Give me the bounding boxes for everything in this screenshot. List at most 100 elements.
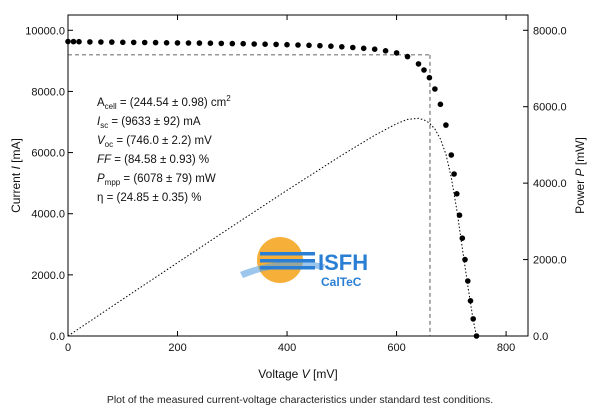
iv-data-point: [130, 39, 137, 46]
annotation-value: = (9633 ± 92) mA: [108, 116, 201, 128]
iv-data-point: [273, 41, 279, 48]
isfh-caltec-logo: ISFH CalTeC: [240, 237, 368, 289]
annotation-line: Voc = (746.0 ± 2.2) mV: [97, 135, 212, 149]
annotation-value: = (6078 ± 79) mW: [120, 173, 216, 185]
iv-data-point: [295, 42, 301, 48]
iv-data-point: [229, 40, 236, 47]
iv-data-point: [207, 40, 214, 46]
annotation-symbol: I: [97, 116, 101, 128]
iv-data-point: [415, 61, 422, 67]
right-y-axis-label: Power P [mW]: [573, 137, 587, 214]
axis-label-part: V: [302, 367, 311, 381]
axis-label-part: I: [9, 166, 23, 170]
annotation-value: = (24.85 ± 0.35) %: [103, 192, 201, 204]
iv-data-point: [339, 44, 345, 50]
logo-stripe-icon: [260, 252, 315, 256]
annotation-value: = (746.0 ± 2.2) mV: [113, 135, 212, 147]
x-tick-label: 600: [387, 342, 405, 354]
iv-data-point: [317, 42, 323, 49]
iv-data-point: [443, 122, 449, 128]
left-y-tick-label: 2000.0: [31, 270, 65, 282]
annotation-superscript: 2: [226, 94, 231, 103]
iv-data-point: [473, 333, 480, 339]
mpp-dashed-lines: [68, 54, 431, 336]
iv-data-point: [360, 45, 367, 52]
iv-data-point: [120, 39, 126, 46]
annotation-symbol: V: [97, 135, 106, 147]
annotation-subscript: sc: [100, 121, 108, 130]
annotation-symbol: FF: [97, 154, 112, 166]
iv-data-point: [284, 41, 290, 48]
iv-data-point: [174, 40, 181, 46]
left-y-tick-label: 6000.0: [31, 148, 65, 160]
iv-data-point: [196, 40, 203, 46]
iv-data-point: [467, 298, 474, 304]
left-y-tick-label: 4000.0: [31, 209, 65, 221]
x-tick-label: 200: [168, 342, 186, 354]
annotation-value: = (244.54 ± 0.98) cm: [117, 97, 227, 109]
iv-data-point: [76, 38, 82, 45]
axis-label-part: Voltage: [258, 367, 301, 381]
iv-data-point: [98, 39, 104, 45]
iv-data-point: [470, 316, 477, 322]
axis-label-part: Current: [9, 170, 23, 213]
result-annotations: Acell = (244.54 ± 0.98) cm2 Isc = (9633 ±…: [97, 94, 231, 204]
left-y-axis-label: Current I [mA]: [9, 138, 23, 213]
iv-data-point: [371, 46, 378, 52]
right-y-tick-label: 4000.0: [533, 178, 567, 190]
iv-data-point: [185, 40, 192, 46]
axis-label-part: [mW]: [573, 137, 587, 168]
axis-label-part: Power: [573, 176, 587, 213]
iv-chart: 0 200 400 600 800 0.0 2000.0 4000.0 6000.0 8000.…: [9, 14, 587, 381]
iv-data-point: [437, 101, 444, 108]
iv-data-point: [65, 38, 71, 45]
axis-label-part: P: [573, 168, 587, 176]
iv-data-point: [393, 50, 400, 56]
annotation-line: Pmpp = (6078 ± 79) mW: [97, 173, 216, 187]
x-tick-label: 0: [65, 342, 71, 354]
right-y-tick-label: 8000.0: [533, 25, 567, 37]
x-tick-label: 400: [278, 342, 296, 354]
annotation-line: Isc = (9633 ± 92) mA: [97, 116, 201, 130]
annotation-value: = (84.58 ± 0.93) %: [111, 154, 209, 166]
iv-data-point: [456, 212, 463, 218]
iv-data-point: [382, 48, 389, 54]
right-y-tick-label: 0.0: [533, 331, 548, 343]
right-y-axis-ticks: 0.0 2000.0 4000.0 6000.0 8000.0: [523, 25, 567, 343]
x-axis-ticks: 0 200 400 600 800: [65, 15, 515, 354]
iv-data-point: [459, 235, 466, 241]
logo-stripe-icon: [260, 266, 315, 270]
axis-label-part: [mA]: [9, 138, 23, 166]
iv-data-point: [328, 43, 334, 49]
iv-data-point: [404, 53, 411, 60]
plot-frame: [67, 14, 529, 337]
annotation-subscript: oc: [105, 140, 113, 149]
logo-text-isfh: ISFH: [318, 250, 368, 275]
iv-data-point: [87, 39, 93, 45]
annotation-symbol: P: [97, 173, 105, 185]
iv-data-point: [465, 278, 471, 284]
left-y-tick-label: 8000.0: [31, 86, 65, 98]
iv-data-point: [350, 44, 356, 51]
annotation-subscript: cell: [105, 102, 117, 111]
logo-text-caltec: CalTeC: [321, 275, 362, 289]
annotation-symbol: A: [97, 97, 105, 109]
iv-data-point: [451, 171, 457, 177]
left-y-tick-label: 10000.0: [25, 25, 65, 37]
axis-label-part: [mV]: [310, 367, 338, 381]
figure-caption: Plot of the measured current-voltage cha…: [106, 394, 494, 406]
logo-swoosh-icon: [240, 261, 325, 278]
logo-stripe-icon: [260, 259, 315, 263]
iv-data-point: [141, 39, 148, 46]
iv-data-point: [454, 191, 460, 197]
annotation-symbol: η: [97, 192, 103, 204]
right-y-tick-label: 6000.0: [533, 102, 567, 114]
x-tick-label: 800: [497, 342, 515, 354]
iv-data-point: [306, 42, 312, 49]
power-curve-line: [67, 117, 477, 337]
iv-data-point: [462, 256, 468, 263]
left-y-tick-label: 0.0: [50, 331, 65, 343]
iv-points: [65, 38, 480, 339]
power-curve: [67, 117, 477, 337]
iv-data-point: [109, 39, 115, 45]
